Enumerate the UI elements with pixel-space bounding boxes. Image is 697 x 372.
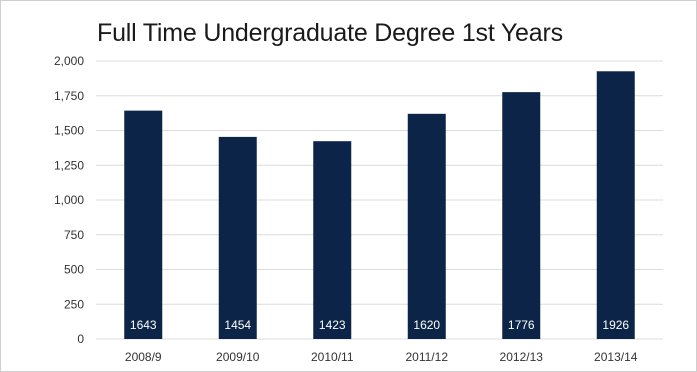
y-tick-label: 500	[64, 263, 84, 277]
y-tick-label: 0	[77, 332, 84, 346]
bar-data-label: 1643	[130, 318, 157, 332]
bar	[502, 92, 541, 339]
y-tick-label: 2,000	[54, 54, 84, 68]
bar	[124, 110, 163, 339]
bar	[407, 113, 446, 339]
y-tick-label: 750	[64, 228, 84, 242]
y-tick-label: 1,000	[54, 193, 84, 207]
bar	[218, 136, 257, 339]
x-tick-label: 2008/9	[125, 350, 162, 364]
bar	[596, 71, 635, 339]
bar-data-label: 1423	[319, 318, 346, 332]
x-tick-label: 2009/10	[216, 350, 260, 364]
bar-data-label: 1620	[413, 318, 440, 332]
bar-data-label: 1454	[224, 318, 251, 332]
bar-data-label: 1926	[602, 318, 629, 332]
chart-title: Full Time Undergraduate Degree 1st Years	[97, 19, 563, 47]
bar	[313, 141, 352, 339]
x-tick-label: 2010/11	[311, 350, 354, 364]
x-tick-label: 2011/12	[406, 350, 449, 364]
y-tick-label: 250	[64, 297, 84, 311]
y-tick-label: 1,750	[54, 89, 84, 103]
x-tick-label: 2012/13	[500, 350, 544, 364]
x-tick-label: 2013/14	[594, 350, 638, 364]
y-tick-label: 1,250	[54, 158, 84, 172]
y-tick-label: 1,500	[54, 124, 84, 138]
bar-data-label: 1776	[508, 318, 535, 332]
